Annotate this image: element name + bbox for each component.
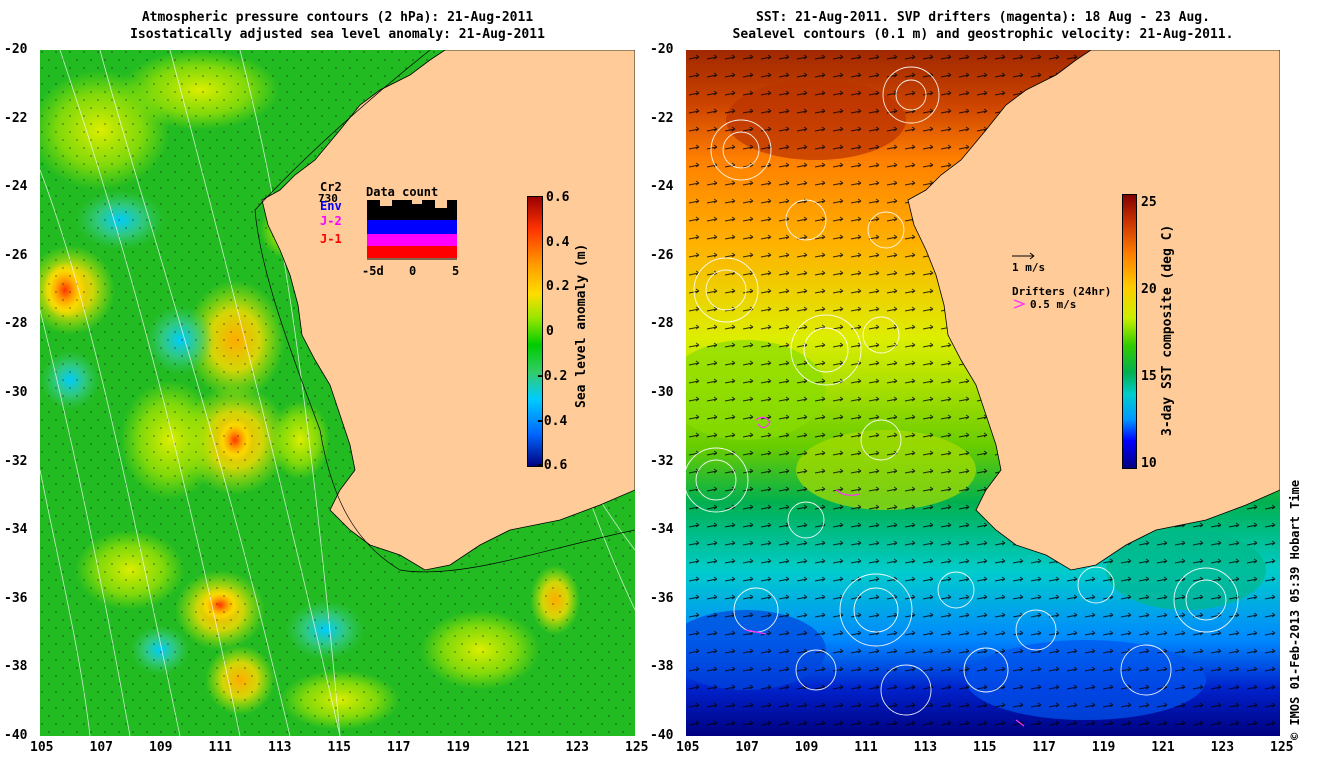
lat-tick--22: -22: [4, 110, 28, 126]
hist-xtick-0: -5d: [362, 264, 384, 278]
lat-tick--30: -30: [650, 385, 674, 400]
lon-tick-117: 117: [387, 740, 411, 755]
lat-tick--32: -32: [650, 453, 674, 469]
data-count-title: Data count: [366, 185, 438, 199]
lat-tick--30: -30: [4, 385, 28, 400]
lon-tick-125: 125: [625, 740, 649, 755]
velocity-scale-label: 1 m/s: [1012, 261, 1045, 274]
svp-drifter-tracks: [745, 416, 1025, 727]
lat-tick--20: -20: [650, 42, 674, 57]
lon-tick-115: 115: [973, 740, 997, 755]
lon-tick-107: 107: [735, 740, 759, 755]
lat-tick--24: -24: [650, 179, 674, 195]
left-title-line1: Atmospheric pressure contours (2 hPa): 2…: [141, 10, 534, 25]
lat-tick--22: -22: [650, 110, 674, 126]
lon-tick-123: 123: [565, 740, 589, 755]
sla-tick-3: 0: [546, 324, 554, 339]
series-env: Env: [320, 199, 342, 213]
sla-tick-6: -0.6: [536, 458, 568, 473]
sealevel-contours: [686, 66, 1239, 716]
lat-tick--40: -40: [4, 728, 28, 743]
lat-tick--36: -36: [650, 590, 674, 606]
lon-tick-115: 115: [327, 740, 351, 755]
lon-tick-125: 125: [1270, 740, 1294, 755]
sla-tick-5: -0.4: [536, 414, 568, 429]
lon-tick-107: 107: [89, 740, 113, 755]
hist-xtick-2: 5: [452, 264, 459, 278]
lon-tick-109: 109: [149, 740, 173, 755]
drifters-legend-title: Drifters (24hr): [1012, 285, 1111, 298]
lon-tick-105: 105: [30, 740, 54, 755]
sla-tick-2: 0.2: [546, 279, 570, 294]
lat-tick--26: -26: [4, 247, 28, 263]
right-title-line2: Sealevel contours (0.1 m) and geostrophi…: [732, 27, 1234, 42]
lon-tick-119: 119: [446, 740, 470, 755]
right-colorbar: [1122, 194, 1137, 469]
left-title-line2: Isostatically adjusted sea level anomaly…: [130, 27, 545, 42]
lat-tick--36: -36: [4, 590, 28, 606]
lon-tick-113: 113: [913, 740, 938, 755]
lat-tick--38: -38: [4, 659, 28, 675]
lon-tick-105: 105: [676, 740, 700, 755]
series-cr2-count: 730: [318, 192, 338, 205]
left-map: Cr2 730 Env J-2 J-1 Data count -5d 0 5: [40, 50, 635, 736]
australia-land-right: [907, 50, 1280, 571]
lon-tick-109: 109: [794, 740, 819, 755]
left-colorbar: [527, 196, 543, 467]
sla-tick-0: 0.6: [546, 190, 570, 205]
lat-tick--32: -32: [4, 453, 28, 469]
lon-tick-117: 117: [1032, 740, 1056, 755]
sst-tick-0: 25: [1141, 195, 1157, 210]
lat-tick--28: -28: [650, 316, 674, 332]
lon-tick-111: 111: [208, 740, 232, 755]
lat-tick--28: -28: [4, 316, 28, 332]
imos-credit: © IMOS 01-Feb-2013 05:39 Hobart Time: [1288, 479, 1302, 740]
lon-tick-113: 113: [268, 740, 292, 755]
series-cr2: Cr2: [320, 180, 342, 194]
right-map: 1 m/s Drifters (24hr) 0.5 m/s: [686, 50, 1280, 736]
sla-tick-4: -0.2: [536, 369, 568, 384]
velocity-legend: 1 m/s Drifters (24hr) 0.5 m/s: [1012, 252, 1111, 311]
sla-tick-1: 0.4: [546, 235, 570, 250]
lat-tick--40: -40: [650, 728, 674, 743]
data-count-histogram: [367, 200, 457, 258]
sla-colorbar-label: Sea level anomaly (m): [574, 243, 589, 408]
shelf-edge: [254, 50, 635, 573]
pressure-contours: [40, 50, 635, 736]
drifters-speed-label: 0.5 m/s: [1030, 298, 1076, 311]
lat-tick--38: -38: [650, 659, 674, 675]
sst-colorbar-label: 3-day SST composite (deg C): [1160, 224, 1175, 436]
lat-tick--26: -26: [650, 247, 674, 263]
sst-tick-1: 20: [1141, 282, 1157, 297]
data-count-legend: Cr2 730 Env J-2 J-1 Data count -5d 0 5: [318, 180, 459, 278]
lon-tick-123: 123: [1210, 740, 1235, 755]
series-j1: J-1: [320, 232, 342, 246]
lon-tick-111: 111: [854, 740, 878, 755]
sst-tick-3: 10: [1141, 456, 1157, 471]
sst-tick-2: 15: [1141, 369, 1157, 384]
lon-tick-121: 121: [506, 740, 530, 755]
lon-tick-121: 121: [1151, 740, 1175, 755]
lat-tick--34: -34: [650, 522, 674, 538]
hist-xtick-1: 0: [409, 264, 416, 278]
lat-tick--24: -24: [4, 179, 28, 195]
lat-tick--20: -20: [4, 42, 28, 57]
lon-tick-119: 119: [1091, 740, 1116, 755]
series-j2: J-2: [320, 214, 342, 228]
lat-tick--34: -34: [4, 522, 28, 538]
right-title-line1: SST: 21-Aug-2011. SVP drifters (magenta)…: [756, 10, 1210, 25]
